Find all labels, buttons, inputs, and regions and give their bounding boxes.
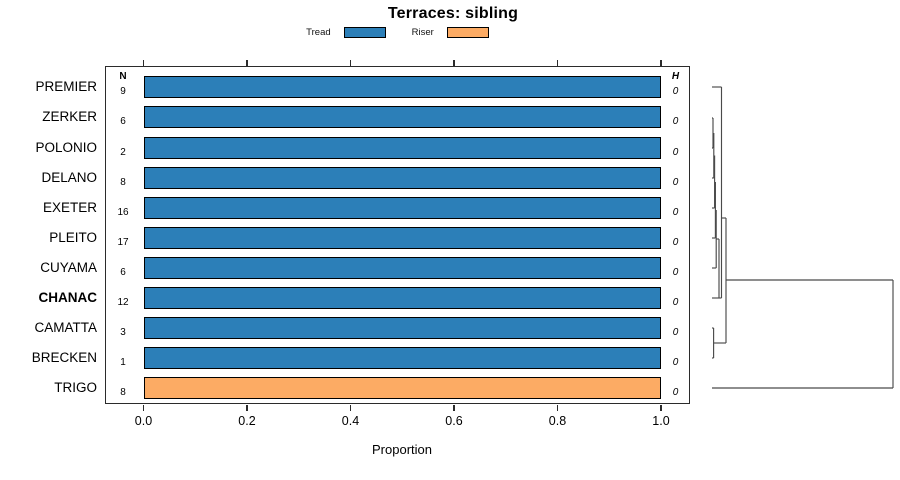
row-label: TRIGO — [54, 380, 97, 395]
row-label: CHANAC — [38, 289, 98, 305]
h-value: 0 — [672, 116, 679, 128]
n-value: 6 — [120, 266, 126, 278]
h-value: 0 — [672, 356, 679, 368]
h-value: 0 — [672, 296, 679, 308]
legend-swatch — [343, 26, 386, 38]
x-axis-tick-top — [660, 59, 662, 66]
x-axis-tick-bottom — [556, 404, 559, 411]
x-axis-tick-top — [349, 59, 352, 66]
x-axis-tick-bottom — [660, 404, 662, 411]
x-tick-label: 0.4 — [341, 414, 360, 428]
h-value: 0 — [672, 176, 679, 188]
tread-bar-segment — [143, 76, 661, 99]
x-axis-tick-bottom — [453, 404, 455, 411]
legend-swatch — [446, 26, 489, 38]
x-axis-tick-top — [556, 59, 559, 66]
legend-label: Riser — [411, 26, 434, 38]
row-label: PREMIER — [35, 79, 97, 95]
tread-bar-segment — [143, 136, 661, 159]
h-value: 0 — [672, 206, 679, 218]
x-axis-tick-top — [246, 59, 248, 66]
h-value: 0 — [672, 86, 679, 98]
plot-area-border — [105, 66, 690, 404]
h-value: 0 — [672, 387, 679, 398]
h-value: 0 — [672, 146, 679, 158]
n-value: 12 — [117, 296, 129, 308]
n-value: 9 — [120, 86, 126, 98]
h-value: 0 — [672, 326, 679, 338]
n-value: 6 — [120, 116, 126, 128]
row-label: ZERKER — [42, 109, 97, 125]
x-axis-tick-top — [453, 59, 455, 66]
tread-bar-segment — [143, 226, 661, 249]
x-axis-title: Proportion — [372, 442, 432, 457]
riser-bar-segment — [143, 377, 661, 399]
x-tick-label: 1.0 — [652, 414, 670, 428]
tread-bar-segment — [143, 256, 661, 279]
x-axis-tick-bottom — [246, 404, 248, 411]
legend-item: Riser — [411, 26, 489, 38]
n-value: 1 — [120, 356, 126, 368]
tread-bar-segment — [143, 166, 661, 189]
row-label: EXETER — [42, 199, 97, 215]
row-label: BRECKEN — [31, 349, 97, 365]
legend-item: Tread — [306, 26, 386, 38]
x-tick-label: 0.8 — [548, 414, 567, 428]
x-tick-label: 0.6 — [445, 414, 463, 428]
h-value: 0 — [672, 266, 679, 278]
n-value: 3 — [120, 326, 126, 338]
chart-title: Terraces: sibling — [387, 5, 519, 22]
tread-bar-segment — [143, 346, 661, 369]
x-axis-tick-bottom — [349, 404, 352, 411]
n-value: 17 — [117, 236, 129, 248]
n-column-header: N — [119, 71, 127, 82]
n-value: 8 — [120, 387, 126, 398]
legend: Tread Riser — [105, 25, 690, 39]
n-value: 8 — [120, 176, 126, 188]
n-value: 2 — [120, 146, 126, 158]
tread-bar-segment — [143, 316, 661, 339]
row-label: DELANO — [41, 169, 97, 185]
h-column-header: H — [671, 71, 680, 82]
row-label: CAMATTA — [34, 319, 98, 335]
x-tick-label: 0.2 — [238, 414, 256, 428]
h-value: 0 — [672, 236, 679, 248]
n-value: 16 — [117, 206, 129, 218]
row-label: CUYAMA — [40, 259, 97, 275]
tread-bar-segment — [143, 196, 661, 219]
row-label: PLEITO — [49, 229, 97, 245]
row-label: POLONIO — [35, 139, 97, 155]
x-axis-tick-bottom — [142, 404, 145, 411]
x-axis-tick-top — [142, 59, 145, 66]
legend-label: Tread — [306, 26, 331, 38]
x-tick-label: 0.0 — [134, 414, 153, 428]
tread-bar-segment — [143, 286, 661, 309]
tread-bar-segment — [143, 106, 661, 129]
